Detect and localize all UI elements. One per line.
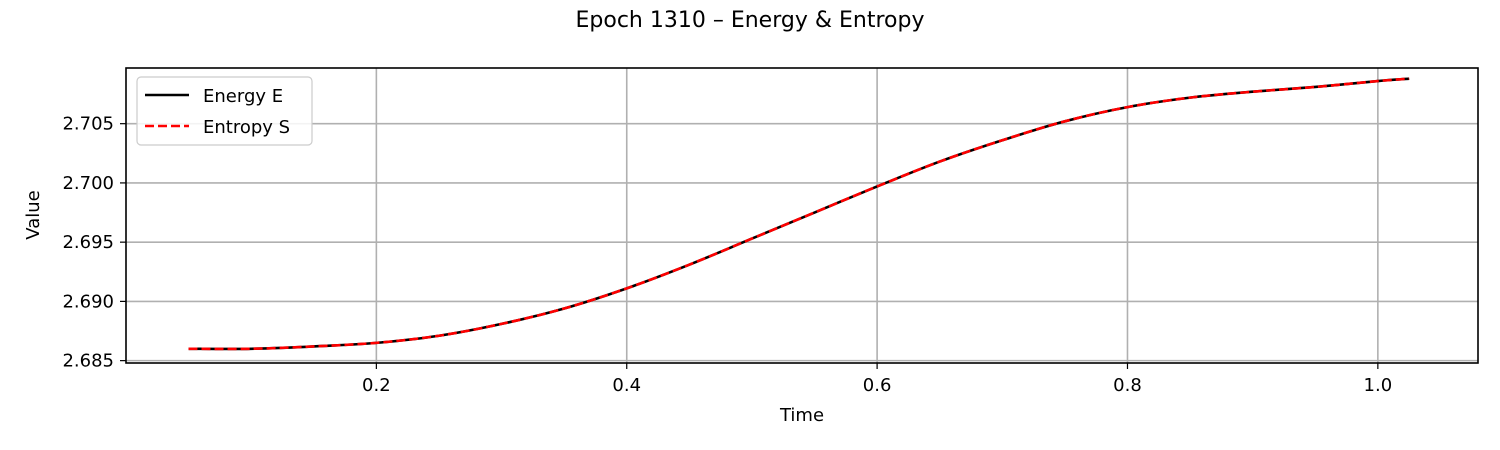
plot-area-frame	[125, 67, 1479, 364]
y-tick-label: 2.690	[62, 291, 114, 312]
legend-label-energy: Energy E	[203, 86, 283, 107]
y-tick-label: 2.695	[62, 232, 114, 253]
series-line-energy	[188, 77, 1410, 351]
x-tick-label: 0.4	[612, 375, 641, 396]
y-tick-label: 2.705	[62, 114, 114, 135]
series-line-entropy	[188, 77, 1410, 351]
x-tick-label: 0.2	[362, 375, 391, 396]
x-tick-label: 0.8	[1113, 375, 1142, 396]
chart-title: Epoch 1310 – Energy & Entropy	[576, 8, 925, 33]
x-tick-label: 0.6	[863, 375, 892, 396]
y-tick-label: 2.700	[62, 173, 114, 194]
legend: Energy E Entropy S	[136, 76, 313, 146]
series-layer	[188, 77, 1410, 351]
y-tick-label: 2.685	[62, 351, 114, 372]
legend-label-entropy: Entropy S	[203, 117, 290, 138]
grid	[126, 68, 1478, 363]
y-axis-ticks: 2.685 2.690 2.695 2.700 2.705	[62, 114, 126, 372]
x-tick-label: 1.0	[1364, 375, 1393, 396]
y-axis-label: Value	[23, 190, 44, 239]
x-axis-label: Time	[779, 405, 824, 426]
x-axis-ticks: 0.2 0.4 0.6 0.8 1.0	[362, 363, 1392, 396]
